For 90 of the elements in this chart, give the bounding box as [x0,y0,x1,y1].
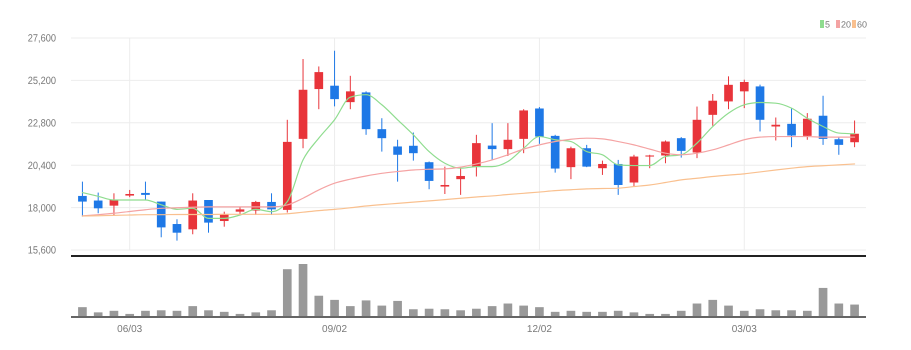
bar [424,308,434,316]
candlestick [377,118,386,152]
candlestick [110,192,118,216]
bar [409,309,418,316]
bar [472,308,481,316]
bar [818,288,828,316]
bar [393,300,402,316]
y-tick-label: 15,600 [28,245,56,257]
bar [708,300,718,316]
legend-label: 5 [825,20,830,30]
x-tick-label: 06/03 [117,324,143,335]
bar [204,310,213,316]
bar [519,306,528,316]
candlestick [582,144,592,168]
legend-label: 20 [841,20,852,30]
bar [141,310,150,316]
candlestick [78,181,87,218]
bar [676,310,686,316]
candlestick [614,159,623,196]
candlestick [393,139,402,182]
bar [834,304,844,316]
candlestick [802,112,812,140]
candlestick [141,181,150,201]
candlestick [330,50,339,107]
candlestick [440,166,450,194]
bar [94,312,103,316]
y-tick-label: 18,000 [28,202,56,214]
bar [298,264,308,316]
candlestick [676,136,686,158]
bar [771,310,780,316]
bar [110,310,118,316]
candlestick [424,160,434,190]
bar [566,310,576,316]
bar [251,312,260,316]
candlestick [708,94,718,126]
bar [267,310,276,316]
bar [802,310,812,316]
bar [188,306,198,316]
candlestick [645,154,654,169]
candlestick [172,218,182,242]
candlestick [409,132,418,162]
bar [156,310,166,316]
candlestick [724,76,733,110]
bar [740,310,749,316]
bar [598,312,607,316]
bar [850,304,859,316]
candlestick [771,117,780,141]
bar [630,312,638,316]
candlestick [94,192,103,214]
bar [787,310,796,316]
candlestick [488,122,496,160]
bar [330,300,339,316]
bar [724,306,733,316]
bar [314,296,324,316]
candlestick [598,160,607,176]
bar [346,306,355,316]
bar [692,304,702,316]
candlestick [456,166,465,196]
bar [614,310,623,316]
y-tick-label: 25,200 [28,76,56,88]
candlestick [472,134,481,178]
candlestick [834,136,844,156]
bar [220,312,229,316]
bar [535,307,544,316]
candlestick [740,79,749,109]
bar [377,306,386,316]
candlestick [566,146,576,180]
candlestick [818,95,828,146]
y-tick-label: 27,600 [28,33,56,45]
bar [550,312,560,316]
bar [582,312,592,316]
bar [456,310,465,316]
candlestick [787,108,796,148]
candlestick [661,140,670,164]
bar [504,304,512,316]
y-tick-label: 20,400 [28,160,56,172]
candlestick [314,66,324,110]
bar [756,309,764,316]
x-tick-label: 12/02 [526,324,552,335]
x-tick-label: 03/03 [732,324,758,335]
bar [488,306,496,316]
candlestick [504,122,512,157]
y-tick-label: 22,800 [28,118,56,130]
bar [362,300,370,316]
legend-label: 60 [857,20,868,30]
bar [78,307,87,316]
bar [172,310,182,316]
x-tick-label: 09/02 [322,324,348,335]
bar [282,269,292,316]
bar [440,309,450,316]
